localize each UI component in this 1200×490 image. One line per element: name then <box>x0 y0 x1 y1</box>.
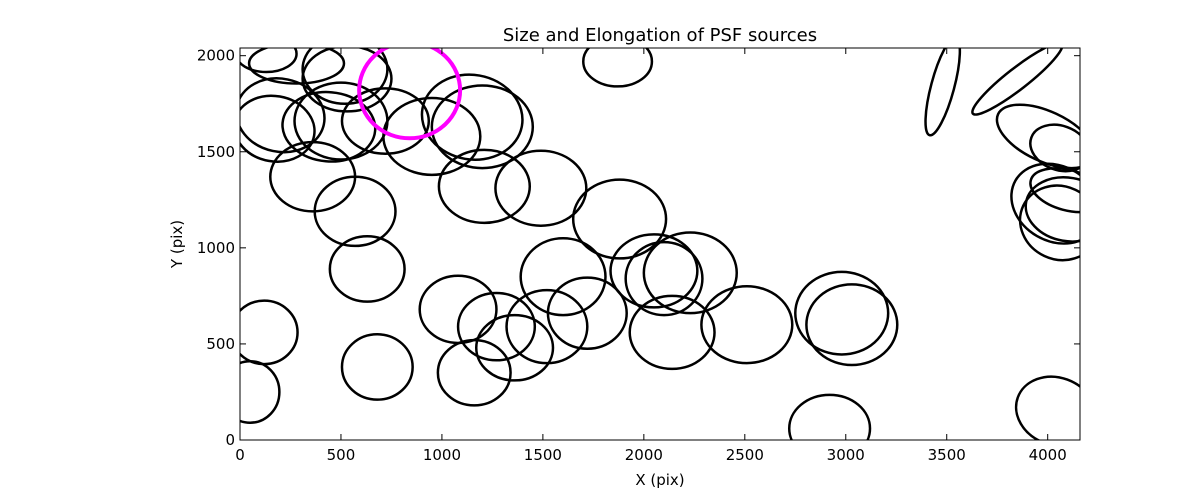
x-tick-label: 500 <box>327 446 356 464</box>
highlight-circle <box>357 48 463 141</box>
psf-ellipse <box>430 84 535 170</box>
y-axis-label: Y (pix) <box>168 220 186 269</box>
psf-ellipse <box>247 48 346 85</box>
psf-ellipse <box>628 294 716 371</box>
y-tick-label: 2000 <box>197 47 235 65</box>
psf-ellipse <box>1018 184 1080 262</box>
psf-ellipse <box>582 48 654 88</box>
psf-ellipse <box>240 299 299 366</box>
psf-ellipse <box>475 313 555 382</box>
psf-ellipse <box>340 333 414 401</box>
psf-ellipse <box>420 73 524 161</box>
psf-ellipse <box>794 270 890 356</box>
psf-ellipse <box>240 48 298 74</box>
y-tick-label: 1000 <box>197 239 235 257</box>
psf-ellipse <box>240 77 326 154</box>
y-tick-label: 0 <box>225 431 235 449</box>
psf-ellipse <box>494 149 588 227</box>
psf-ellipse <box>1014 375 1080 440</box>
x-tick-label: 0 <box>235 446 245 464</box>
psf-ellipse <box>924 48 962 137</box>
psf-ellipse <box>642 231 738 315</box>
y-axis-ticks: 0 500 1000 1500 2000 <box>197 47 1080 449</box>
psf-ellipse <box>546 276 628 350</box>
psf-ellipse <box>240 94 316 163</box>
psf-ellipse <box>301 48 393 113</box>
psf-ellipse <box>624 240 704 317</box>
psf-ellipse <box>340 87 431 155</box>
psf-ellipse <box>313 175 397 248</box>
psf-ellipse <box>519 236 607 317</box>
chart-title: Size and Elongation of PSF sources <box>503 25 817 46</box>
ellipse-layer <box>240 48 1080 440</box>
psf-ellipse <box>1024 176 1080 243</box>
psf-ellipse <box>805 283 899 367</box>
psf-ellipse <box>971 48 1064 116</box>
psf-ellipse <box>571 178 668 260</box>
x-tick-label: 1500 <box>524 446 562 464</box>
x-tick-label: 3000 <box>827 446 865 464</box>
psf-ellipse <box>240 359 281 424</box>
y-tick-label: 500 <box>206 335 235 353</box>
psf-ellipse <box>505 288 589 365</box>
psf-ellipse <box>1010 162 1080 245</box>
psf-ellipse <box>436 338 512 407</box>
x-tick-label: 1000 <box>423 446 461 464</box>
psf-ellipse <box>301 48 389 105</box>
psf-ellipse <box>281 90 377 163</box>
x-tick-label: 3500 <box>928 446 966 464</box>
psf-ellipse <box>456 291 537 362</box>
plot-frame <box>239 47 1081 441</box>
psf-ellipse <box>995 103 1080 170</box>
psf-ellipse <box>328 235 406 303</box>
x-tick-label: 2500 <box>726 446 764 464</box>
psf-ellipse <box>788 393 872 440</box>
x-tick-label: 4000 <box>1029 446 1067 464</box>
psf-ellipse <box>700 285 794 365</box>
psf-ellipse <box>609 233 699 309</box>
psf-ellipse <box>382 96 482 177</box>
highlight-layer <box>357 48 463 141</box>
psf-ellipse <box>1029 123 1080 173</box>
y-tick-label: 1500 <box>197 143 235 161</box>
x-axis-ticks: 0 500 1000 1500 2000 2500 3000 3500 4000 <box>235 48 1067 464</box>
x-tick-label: 2000 <box>625 446 663 464</box>
psf-ellipse <box>437 148 532 225</box>
x-axis-label: X (pix) <box>635 471 684 489</box>
